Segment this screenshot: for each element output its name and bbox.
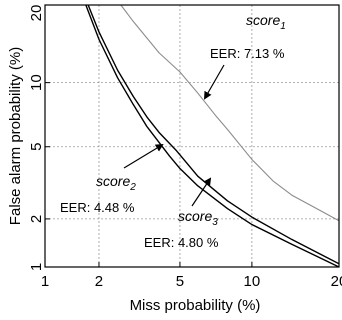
- y-tick-label: 20: [28, 5, 45, 22]
- x-tick-label: 20: [331, 273, 342, 290]
- score1-eer: EER: 7.13 %: [210, 46, 285, 61]
- y-axis-label: False alarm probability (%): [7, 47, 24, 225]
- x-axis-label: Miss probability (%): [130, 297, 261, 314]
- x-tick-label: 10: [244, 273, 261, 290]
- y-tick-label: 2: [28, 215, 45, 223]
- score2-eer: EER: 4.48 %: [60, 200, 135, 215]
- plot-frame: [44, 4, 340, 268]
- score3-eer: EER: 4.80 %: [144, 235, 219, 250]
- series-line-score1: [120, 5, 339, 222]
- score1-arrow: [204, 64, 225, 100]
- tick-layer: 1 2 5 10 20 1 2 5 10 20: [28, 4, 342, 290]
- x-tick-label: 1: [41, 273, 49, 290]
- y-tick-label: 10: [28, 74, 45, 91]
- score1-label: score1: [246, 12, 286, 32]
- score2-label: score2: [96, 173, 136, 193]
- grid-lines: [45, 5, 339, 267]
- x-tick-label: 2: [95, 273, 103, 290]
- series-layer: [85, 5, 339, 267]
- series-line-score2: [85, 5, 339, 267]
- score3-label: score3: [178, 208, 218, 228]
- x-tick-label: 5: [176, 273, 184, 290]
- y-tick-label: 1: [28, 263, 45, 271]
- score2-arrow: [123, 143, 164, 169]
- y-tick-label: 5: [28, 143, 45, 151]
- series-line-score3: [87, 5, 339, 265]
- score3-arrow: [191, 177, 212, 207]
